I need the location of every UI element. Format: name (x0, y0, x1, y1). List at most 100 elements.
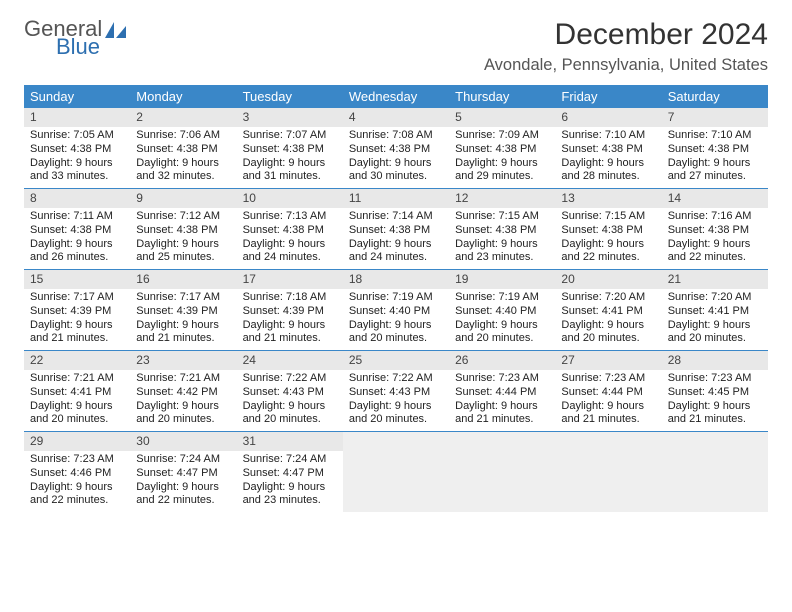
day-header-row: Sunday Monday Tuesday Wednesday Thursday… (24, 85, 768, 108)
day-cell: 19Sunrise: 7:19 AMSunset: 4:40 PMDayligh… (449, 270, 555, 350)
sunset-text: Sunset: 4:44 PM (561, 386, 655, 400)
sunset-text: Sunset: 4:47 PM (136, 467, 230, 481)
day-cell: 5Sunrise: 7:09 AMSunset: 4:38 PMDaylight… (449, 108, 555, 188)
sunset-text: Sunset: 4:42 PM (136, 386, 230, 400)
sunrise-text: Sunrise: 7:21 AM (136, 372, 230, 386)
day-number: 15 (24, 270, 130, 289)
day-cell: 14Sunrise: 7:16 AMSunset: 4:38 PMDayligh… (662, 189, 768, 269)
daylight-text: and 22 minutes. (668, 251, 762, 265)
sunset-text: Sunset: 4:41 PM (30, 386, 124, 400)
day-details: Sunrise: 7:09 AMSunset: 4:38 PMDaylight:… (449, 127, 555, 188)
title-block: December 2024 Avondale, Pennsylvania, Un… (484, 18, 768, 75)
sunset-text: Sunset: 4:38 PM (668, 143, 762, 157)
day-cell: 24Sunrise: 7:22 AMSunset: 4:43 PMDayligh… (237, 351, 343, 431)
week-row: 29Sunrise: 7:23 AMSunset: 4:46 PMDayligh… (24, 432, 768, 512)
day-number: 20 (555, 270, 661, 289)
day-header: Wednesday (343, 85, 449, 108)
week-row: 15Sunrise: 7:17 AMSunset: 4:39 PMDayligh… (24, 270, 768, 351)
day-number: 25 (343, 351, 449, 370)
day-number: 30 (130, 432, 236, 451)
sunrise-text: Sunrise: 7:23 AM (668, 372, 762, 386)
logo-text-blue: Blue (56, 36, 100, 58)
day-cell: 30Sunrise: 7:24 AMSunset: 4:47 PMDayligh… (130, 432, 236, 512)
day-cell: 22Sunrise: 7:21 AMSunset: 4:41 PMDayligh… (24, 351, 130, 431)
location-text: Avondale, Pennsylvania, United States (484, 56, 768, 75)
sunrise-text: Sunrise: 7:22 AM (349, 372, 443, 386)
sunset-text: Sunset: 4:38 PM (136, 143, 230, 157)
daylight-text: Daylight: 9 hours (455, 400, 549, 414)
day-cell: 28Sunrise: 7:23 AMSunset: 4:45 PMDayligh… (662, 351, 768, 431)
day-cell: 10Sunrise: 7:13 AMSunset: 4:38 PMDayligh… (237, 189, 343, 269)
day-details: Sunrise: 7:10 AMSunset: 4:38 PMDaylight:… (555, 127, 661, 188)
day-details: Sunrise: 7:21 AMSunset: 4:42 PMDaylight:… (130, 370, 236, 431)
daylight-text: and 25 minutes. (136, 251, 230, 265)
day-cell: 9Sunrise: 7:12 AMSunset: 4:38 PMDaylight… (130, 189, 236, 269)
day-details: Sunrise: 7:20 AMSunset: 4:41 PMDaylight:… (555, 289, 661, 350)
day-number: 1 (24, 108, 130, 127)
sunrise-text: Sunrise: 7:07 AM (243, 129, 337, 143)
day-cell: 11Sunrise: 7:14 AMSunset: 4:38 PMDayligh… (343, 189, 449, 269)
daylight-text: Daylight: 9 hours (136, 319, 230, 333)
sunset-text: Sunset: 4:38 PM (30, 143, 124, 157)
day-details: Sunrise: 7:23 AMSunset: 4:45 PMDaylight:… (662, 370, 768, 431)
sunset-text: Sunset: 4:38 PM (455, 143, 549, 157)
day-header: Saturday (662, 85, 768, 108)
day-details: Sunrise: 7:08 AMSunset: 4:38 PMDaylight:… (343, 127, 449, 188)
daylight-text: and 21 minutes. (561, 413, 655, 427)
sunset-text: Sunset: 4:38 PM (668, 224, 762, 238)
day-details: Sunrise: 7:05 AMSunset: 4:38 PMDaylight:… (24, 127, 130, 188)
day-details: Sunrise: 7:07 AMSunset: 4:38 PMDaylight:… (237, 127, 343, 188)
daylight-text: Daylight: 9 hours (136, 157, 230, 171)
daylight-text: Daylight: 9 hours (668, 319, 762, 333)
day-cell: 16Sunrise: 7:17 AMSunset: 4:39 PMDayligh… (130, 270, 236, 350)
daylight-text: and 30 minutes. (349, 170, 443, 184)
day-cell: 3Sunrise: 7:07 AMSunset: 4:38 PMDaylight… (237, 108, 343, 188)
sunrise-text: Sunrise: 7:06 AM (136, 129, 230, 143)
daylight-text: and 32 minutes. (136, 170, 230, 184)
day-number: 14 (662, 189, 768, 208)
daylight-text: Daylight: 9 hours (30, 157, 124, 171)
day-cell: 13Sunrise: 7:15 AMSunset: 4:38 PMDayligh… (555, 189, 661, 269)
sunset-text: Sunset: 4:45 PM (668, 386, 762, 400)
daylight-text: and 21 minutes. (243, 332, 337, 346)
sunset-text: Sunset: 4:40 PM (455, 305, 549, 319)
day-details: Sunrise: 7:15 AMSunset: 4:38 PMDaylight:… (449, 208, 555, 269)
daylight-text: and 21 minutes. (30, 332, 124, 346)
day-number: 7 (662, 108, 768, 127)
daylight-text: Daylight: 9 hours (349, 238, 443, 252)
daylight-text: and 23 minutes. (455, 251, 549, 265)
day-cell: 26Sunrise: 7:23 AMSunset: 4:44 PMDayligh… (449, 351, 555, 431)
day-cell: 7Sunrise: 7:10 AMSunset: 4:38 PMDaylight… (662, 108, 768, 188)
day-details: Sunrise: 7:12 AMSunset: 4:38 PMDaylight:… (130, 208, 236, 269)
day-number: 31 (237, 432, 343, 451)
daylight-text: Daylight: 9 hours (30, 400, 124, 414)
daylight-text: and 33 minutes. (30, 170, 124, 184)
day-number: 18 (343, 270, 449, 289)
sunset-text: Sunset: 4:46 PM (30, 467, 124, 481)
day-number: 6 (555, 108, 661, 127)
day-cell: 2Sunrise: 7:06 AMSunset: 4:38 PMDaylight… (130, 108, 236, 188)
day-cell: 4Sunrise: 7:08 AMSunset: 4:38 PMDaylight… (343, 108, 449, 188)
sunrise-text: Sunrise: 7:16 AM (668, 210, 762, 224)
day-details: Sunrise: 7:11 AMSunset: 4:38 PMDaylight:… (24, 208, 130, 269)
sunset-text: Sunset: 4:38 PM (349, 143, 443, 157)
day-number: 21 (662, 270, 768, 289)
sunset-text: Sunset: 4:39 PM (243, 305, 337, 319)
day-number: 17 (237, 270, 343, 289)
sunrise-text: Sunrise: 7:11 AM (30, 210, 124, 224)
sunrise-text: Sunrise: 7:22 AM (243, 372, 337, 386)
logo: General Blue (24, 18, 130, 58)
day-cell: 1Sunrise: 7:05 AMSunset: 4:38 PMDaylight… (24, 108, 130, 188)
sunrise-text: Sunrise: 7:15 AM (455, 210, 549, 224)
daylight-text: and 22 minutes. (136, 494, 230, 508)
day-details: Sunrise: 7:23 AMSunset: 4:46 PMDaylight:… (24, 451, 130, 512)
sunset-text: Sunset: 4:38 PM (243, 143, 337, 157)
sunset-text: Sunset: 4:38 PM (30, 224, 124, 238)
daylight-text: Daylight: 9 hours (243, 157, 337, 171)
daylight-text: and 23 minutes. (243, 494, 337, 508)
daylight-text: Daylight: 9 hours (30, 238, 124, 252)
sunset-text: Sunset: 4:41 PM (561, 305, 655, 319)
daylight-text: and 22 minutes. (30, 494, 124, 508)
sunset-text: Sunset: 4:38 PM (561, 143, 655, 157)
day-details: Sunrise: 7:23 AMSunset: 4:44 PMDaylight:… (555, 370, 661, 431)
